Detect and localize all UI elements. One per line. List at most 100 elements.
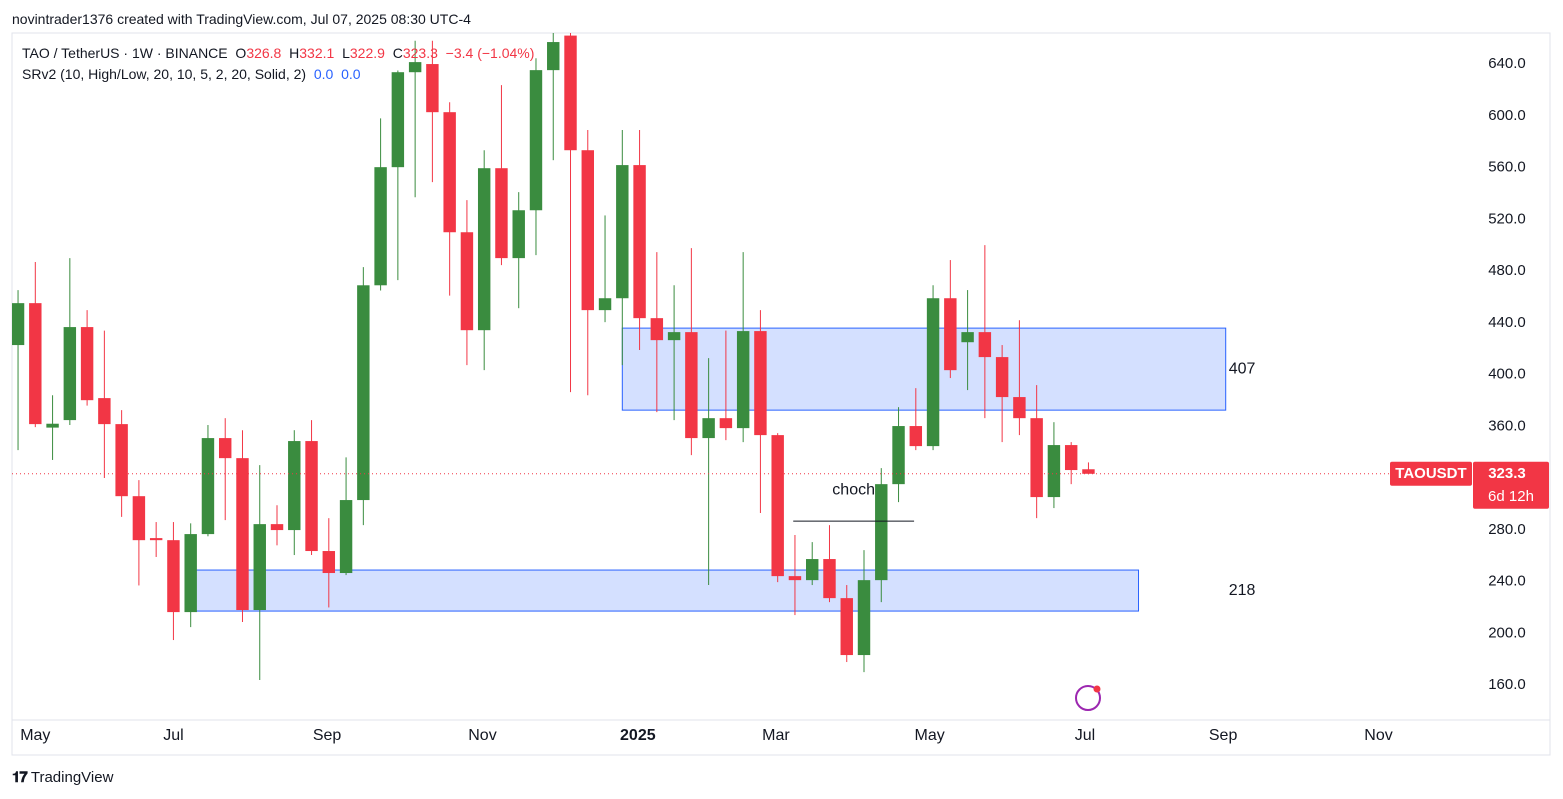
zone bbox=[195, 569, 1140, 612]
price-label: 323.3 bbox=[1488, 465, 1526, 482]
x-tick-label: Jul bbox=[163, 727, 183, 744]
candle-body bbox=[460, 232, 474, 331]
candle-body bbox=[909, 426, 923, 447]
y-tick-label: 560.0 bbox=[1488, 159, 1526, 176]
candle-body bbox=[80, 327, 94, 401]
candle-body bbox=[184, 534, 197, 613]
annotation-text: choch bbox=[832, 481, 875, 498]
candle-body bbox=[391, 72, 405, 168]
y-tick-label: 600.0 bbox=[1488, 107, 1526, 124]
candle-body bbox=[339, 500, 353, 574]
candle-body bbox=[149, 538, 163, 541]
candle-body bbox=[736, 331, 750, 429]
y-tick-label: 200.0 bbox=[1488, 624, 1526, 641]
candle-body bbox=[788, 576, 802, 581]
candle-body bbox=[1082, 469, 1095, 474]
candle-body bbox=[806, 559, 819, 581]
icon-dot bbox=[1093, 685, 1101, 693]
candle-body bbox=[667, 332, 681, 341]
candle-body bbox=[1047, 445, 1061, 498]
y-tick-label: 240.0 bbox=[1488, 573, 1526, 590]
candle-body bbox=[512, 210, 525, 259]
candle-body bbox=[771, 435, 784, 577]
candle-body bbox=[132, 496, 146, 541]
brand: 𝟏𝟕 TradingView bbox=[12, 769, 114, 786]
candle-body bbox=[1030, 418, 1043, 498]
x-tick-label: Sep bbox=[313, 727, 342, 744]
zone-label: 407 bbox=[1229, 360, 1256, 377]
x-tick-label: May bbox=[20, 727, 50, 744]
candle-body bbox=[98, 398, 111, 425]
x-tick-label: Nov bbox=[468, 727, 496, 744]
countdown-label: 6d 12h bbox=[1488, 488, 1534, 505]
x-tick-label: Sep bbox=[1209, 727, 1238, 744]
attribution: novintrader1376 created with TradingView… bbox=[12, 11, 471, 27]
candle-body bbox=[63, 327, 77, 421]
candle-body bbox=[702, 418, 715, 439]
y-tick-label: 400.0 bbox=[1488, 366, 1526, 383]
candle-body bbox=[650, 318, 664, 341]
price-badge bbox=[1473, 461, 1549, 509]
candle-body bbox=[857, 580, 871, 656]
candle-body bbox=[270, 524, 284, 531]
indicator-value: 0.0 bbox=[313, 66, 334, 82]
candle-body bbox=[961, 332, 974, 343]
candle-body bbox=[598, 298, 612, 311]
candle-body bbox=[529, 70, 543, 211]
candle-body bbox=[616, 165, 629, 299]
ohlc-value: 326.8 bbox=[246, 45, 282, 61]
x-tick-label: Mar bbox=[762, 727, 790, 744]
x-tick-label: 2025 bbox=[620, 727, 656, 744]
ohlc-label: C bbox=[392, 45, 403, 61]
candle-body bbox=[115, 424, 128, 497]
candle-body bbox=[374, 167, 387, 286]
candle-body bbox=[719, 418, 733, 429]
plot bbox=[12, 33, 1227, 681]
ohlc-value: 332.1 bbox=[299, 45, 335, 61]
y-tick-label: 440.0 bbox=[1488, 314, 1526, 331]
candle-body bbox=[875, 484, 888, 581]
candle-body bbox=[357, 285, 370, 501]
y-tick-label: 160.0 bbox=[1488, 676, 1526, 693]
candle-body bbox=[944, 298, 957, 371]
candle-body bbox=[253, 524, 266, 611]
candle-body bbox=[564, 35, 577, 151]
candle-body bbox=[443, 112, 456, 233]
candle-body bbox=[167, 540, 180, 613]
symbol-badge bbox=[1390, 461, 1472, 486]
candle-body bbox=[685, 332, 698, 439]
x-tick-label: May bbox=[914, 727, 944, 744]
candle-body bbox=[201, 438, 215, 535]
candle-body bbox=[581, 150, 594, 311]
x-tick-label: Jul bbox=[1075, 727, 1095, 744]
candle-body bbox=[288, 441, 301, 531]
candle-body bbox=[426, 64, 439, 113]
candle-body bbox=[1013, 397, 1026, 419]
candle-body bbox=[926, 298, 940, 447]
zone bbox=[621, 327, 1227, 411]
ohlc-label: H bbox=[289, 45, 300, 61]
candle-body bbox=[408, 62, 422, 73]
candle-body bbox=[823, 559, 836, 599]
candle-body bbox=[322, 551, 336, 574]
candle-body bbox=[477, 168, 491, 331]
candle-body bbox=[495, 168, 508, 259]
symbol-line: TAO / TetherUS · 1W · BINANCE bbox=[22, 45, 228, 61]
ohlc-value: 322.9 bbox=[349, 45, 385, 61]
ohlc-label: L bbox=[342, 45, 350, 61]
candle-body bbox=[1064, 445, 1078, 471]
candle-body bbox=[633, 165, 646, 319]
candle-body bbox=[305, 441, 318, 552]
indicator-value: 0.0 bbox=[341, 66, 361, 82]
y-tick-label: 520.0 bbox=[1488, 210, 1526, 227]
indicator: SRv2 (10, High/Low, 20, 10, 5, 2, 20, So… bbox=[22, 66, 307, 82]
icon bbox=[1075, 685, 1101, 711]
zone-label: 218 bbox=[1229, 582, 1256, 599]
candle-body bbox=[892, 426, 905, 485]
symbol-label: TAOUSDT bbox=[1395, 465, 1466, 482]
y-tick-label: 280.0 bbox=[1488, 521, 1526, 538]
candle-body bbox=[978, 332, 992, 358]
brand-text: TradingView bbox=[30, 769, 114, 786]
ohlc-value: 323.3 bbox=[402, 45, 438, 61]
y-tick-label: 480.0 bbox=[1488, 262, 1526, 279]
